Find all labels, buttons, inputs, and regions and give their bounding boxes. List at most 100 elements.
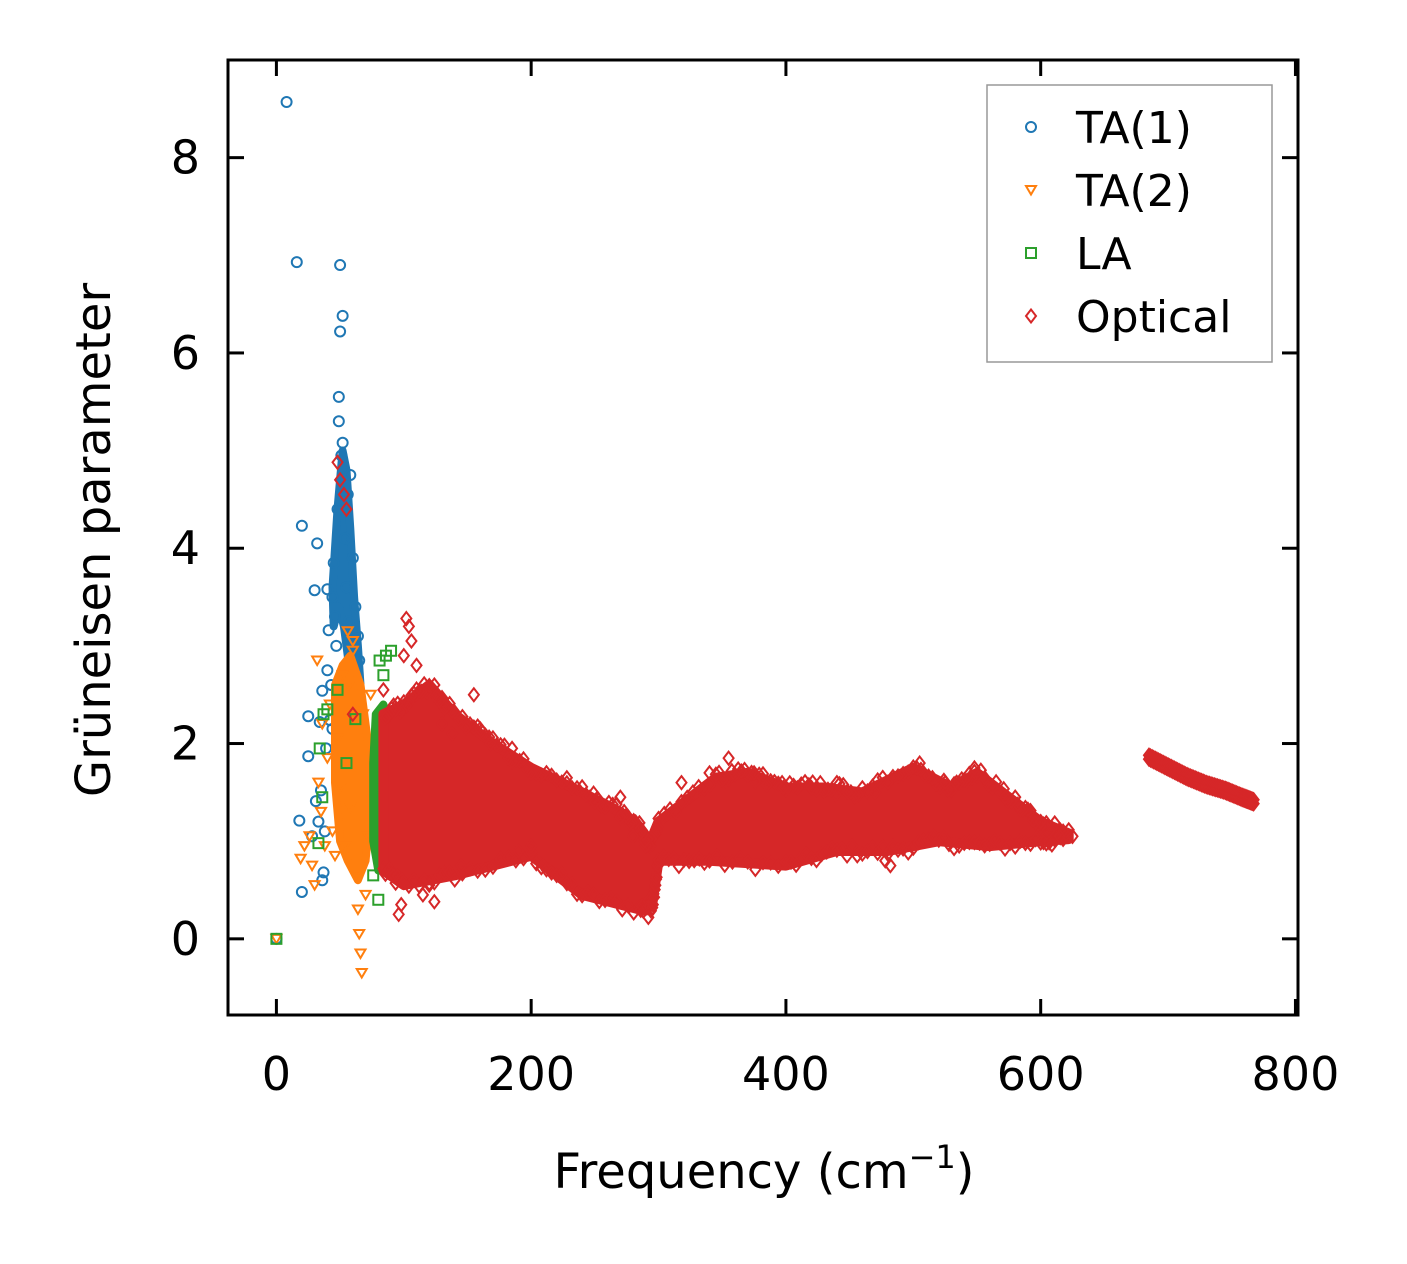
point-optical [652,810,665,827]
point-optical [978,837,991,854]
point-ta-1 [332,415,345,428]
point-optical [1034,813,1047,830]
point-optical [389,701,402,718]
point-optical [524,837,538,855]
point-optical [340,501,353,518]
point-optical [1247,795,1260,812]
point-optical [397,647,411,664]
point-ta-1 [334,259,347,272]
point-optical [829,786,842,803]
point-optical [658,805,671,822]
point-optical [587,885,600,903]
point-optical [1053,828,1067,845]
point-optical [958,835,971,852]
point-ta-1 [349,600,362,613]
point-ta-1 [311,537,324,550]
series-optical [331,454,1260,926]
point-optical [896,840,910,857]
point-optical [397,874,411,891]
point-optical [917,832,930,849]
point-optical [610,893,623,910]
point-ta-1 [321,664,334,677]
point-optical [733,849,747,867]
point-optical [416,886,430,904]
point-optical [884,857,897,874]
point-optical [910,760,924,777]
point-ta-2 [355,968,369,980]
point-optical [942,836,956,853]
point-optical [848,788,861,805]
point-ta-1 [290,256,303,269]
point-ta-2 [305,860,319,873]
point-optical [741,853,754,871]
point-optical [938,774,952,791]
point-optical [698,780,711,797]
point-ta-1 [346,552,359,565]
point-optical [555,774,568,791]
point-ta-1 [336,436,349,449]
point-optical [1003,835,1017,852]
point-optical [947,840,961,857]
point-ta-2 [348,870,363,882]
point-ta-1 [326,591,339,604]
point-optical [851,847,864,864]
point-la [270,932,283,945]
point-optical [703,764,716,781]
point-optical [433,866,446,884]
legend: TA(1) TA(2) LA Optical [986,84,1273,363]
point-optical [663,800,677,818]
point-optical [524,843,538,861]
point-optical [438,864,451,882]
point-optical [820,843,833,860]
point-ta-2 [330,733,345,746]
point-optical [960,773,974,790]
point-optical [722,750,735,767]
point-optical [405,687,418,704]
point-optical [560,769,574,786]
point-optical [1247,791,1260,808]
point-optical [922,831,935,848]
point-optical [728,766,742,783]
point-optical [687,852,701,869]
point-optical [675,774,688,791]
point-ta-2 [342,679,356,692]
point-optical [662,851,675,868]
point-optical [963,834,976,851]
point-optical [524,765,538,782]
point-optical [394,896,408,913]
point-optical [331,454,344,471]
point-optical [575,887,589,904]
point-ta-2 [346,636,360,648]
point-ta-1 [309,795,322,808]
point-optical [686,783,700,801]
point-optical [844,783,858,801]
point-ta-2 [358,889,373,902]
point-ta-1 [280,95,293,108]
point-optical [983,836,996,853]
point-optical [641,831,654,848]
point-la [377,669,390,682]
point-optical [588,793,602,811]
point-optical [650,869,663,886]
point-optical [387,867,400,884]
point-la [316,791,329,804]
point-la [321,703,334,716]
point-optical [501,849,515,866]
point-optical [555,865,568,882]
point-la [313,742,326,755]
point-optical [456,865,469,882]
legend-label-ta1: TA(1) [1075,103,1192,154]
point-optical [1026,812,1040,829]
point-optical [486,859,500,876]
point-optical [550,867,563,884]
point-ta-2 [320,753,335,765]
point-optical [830,774,844,791]
point-optical [512,842,525,860]
point-ta-1 [320,742,333,755]
point-optical [647,889,661,906]
point-optical [598,799,612,816]
point-ta-2 [318,841,332,853]
point-optical [530,765,543,782]
point-ta-2 [351,904,365,917]
